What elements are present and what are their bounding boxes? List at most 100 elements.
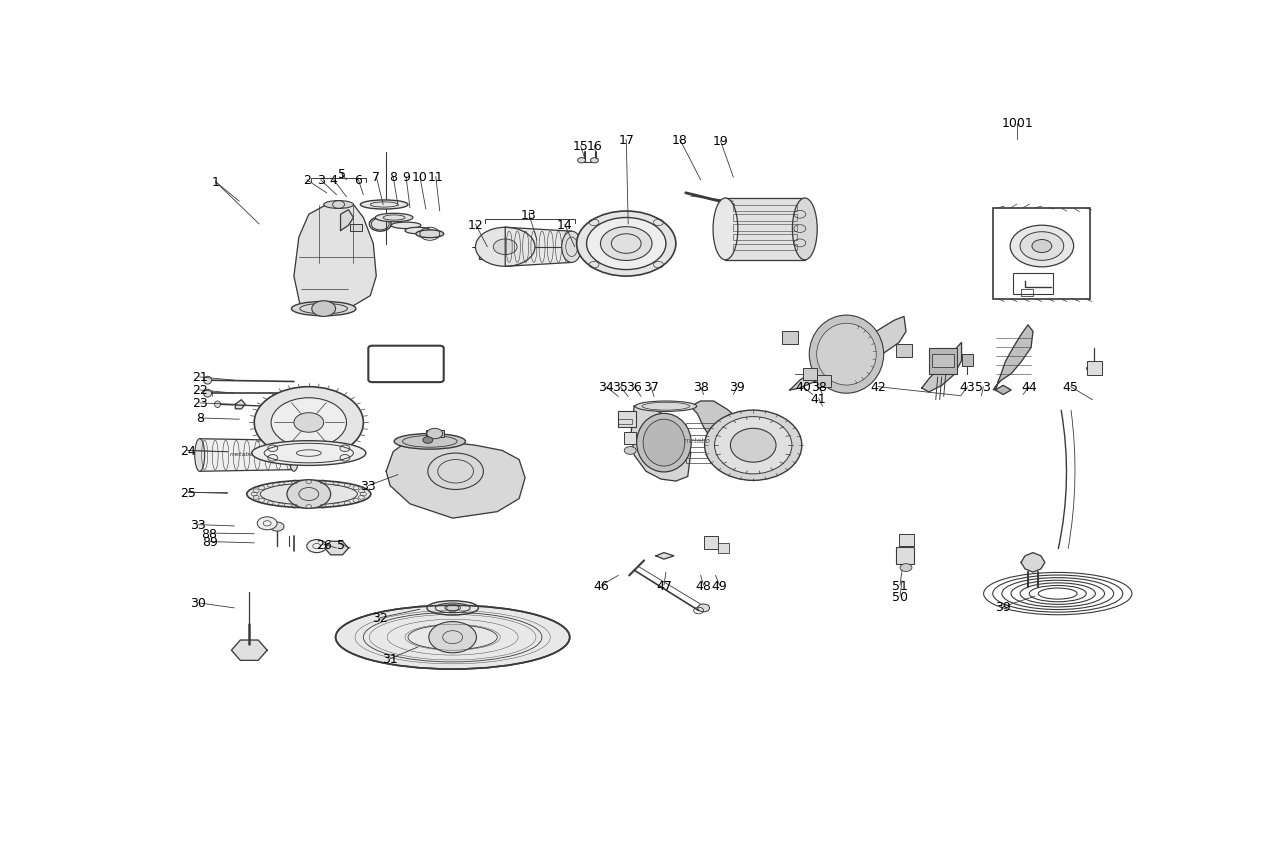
Ellipse shape <box>1087 365 1102 372</box>
Text: 21: 21 <box>192 371 207 384</box>
Polygon shape <box>993 326 1033 391</box>
Ellipse shape <box>600 227 652 261</box>
Text: 47: 47 <box>655 579 672 592</box>
Polygon shape <box>294 205 376 309</box>
Text: 42: 42 <box>870 381 886 393</box>
Bar <box>686 447 718 452</box>
Ellipse shape <box>426 601 479 615</box>
Ellipse shape <box>292 302 356 316</box>
Text: 11: 11 <box>428 170 444 184</box>
Text: 22: 22 <box>192 384 207 397</box>
Polygon shape <box>790 317 906 391</box>
Text: 3: 3 <box>316 174 325 187</box>
Ellipse shape <box>590 159 599 164</box>
Ellipse shape <box>577 159 585 164</box>
Polygon shape <box>387 441 525 518</box>
Polygon shape <box>340 210 353 231</box>
Bar <box>686 436 718 441</box>
Bar <box>625 433 636 445</box>
Text: 38: 38 <box>810 381 827 393</box>
Text: 34: 34 <box>599 381 614 393</box>
Bar <box>618 419 632 425</box>
Text: 46: 46 <box>594 579 609 592</box>
Polygon shape <box>241 651 259 661</box>
Bar <box>718 544 730 553</box>
Ellipse shape <box>817 324 877 386</box>
Ellipse shape <box>308 449 319 462</box>
Ellipse shape <box>731 429 776 463</box>
Circle shape <box>257 517 276 530</box>
Circle shape <box>270 522 284 532</box>
Circle shape <box>1032 241 1052 253</box>
Bar <box>426 430 444 438</box>
Ellipse shape <box>595 243 609 252</box>
Text: 35: 35 <box>612 381 628 393</box>
Ellipse shape <box>392 223 421 230</box>
Polygon shape <box>726 198 805 261</box>
Bar <box>961 354 974 366</box>
Polygon shape <box>200 439 294 472</box>
Polygon shape <box>506 228 572 267</box>
Text: 12: 12 <box>467 219 484 231</box>
Bar <box>480 241 520 260</box>
Circle shape <box>429 622 476 653</box>
Text: 37: 37 <box>643 381 659 393</box>
Polygon shape <box>691 402 753 475</box>
Circle shape <box>625 447 636 455</box>
Ellipse shape <box>370 218 392 232</box>
Bar <box>782 332 797 345</box>
Text: 36: 36 <box>626 381 643 393</box>
Polygon shape <box>232 651 250 661</box>
Bar <box>803 369 817 381</box>
Polygon shape <box>631 407 691 481</box>
Bar <box>351 225 362 231</box>
Circle shape <box>312 301 335 317</box>
Ellipse shape <box>215 402 220 408</box>
Text: 10: 10 <box>412 170 428 184</box>
Text: 17: 17 <box>618 134 634 147</box>
Ellipse shape <box>324 202 353 209</box>
Text: 1: 1 <box>211 176 219 189</box>
Ellipse shape <box>416 230 444 238</box>
Ellipse shape <box>335 606 570 669</box>
Text: 14: 14 <box>557 219 572 231</box>
Polygon shape <box>236 400 246 409</box>
Polygon shape <box>250 641 268 651</box>
Text: 24: 24 <box>180 445 196 457</box>
Circle shape <box>294 414 324 433</box>
Bar <box>932 354 954 368</box>
Text: 26: 26 <box>316 538 332 551</box>
Bar <box>618 411 636 428</box>
Ellipse shape <box>404 228 431 235</box>
Ellipse shape <box>576 212 676 277</box>
Bar <box>896 548 914 564</box>
Circle shape <box>900 564 911 571</box>
Bar <box>704 537 718 549</box>
Bar <box>733 235 797 241</box>
Polygon shape <box>996 386 1011 395</box>
Text: 44: 44 <box>1021 381 1037 393</box>
Polygon shape <box>922 343 961 392</box>
Polygon shape <box>232 641 268 661</box>
Text: 13: 13 <box>521 208 536 221</box>
Ellipse shape <box>294 446 308 465</box>
Text: 880: 880 <box>393 351 420 365</box>
Text: metabo: metabo <box>230 451 255 456</box>
Ellipse shape <box>636 414 691 473</box>
Circle shape <box>426 429 443 439</box>
Bar <box>733 244 797 251</box>
Bar <box>1021 289 1033 296</box>
Bar <box>993 208 1091 300</box>
Circle shape <box>698 604 709 612</box>
Text: 15: 15 <box>572 140 589 154</box>
Ellipse shape <box>704 411 801 481</box>
Text: 1001: 1001 <box>1001 116 1033 130</box>
Polygon shape <box>325 542 348 555</box>
Ellipse shape <box>204 390 211 398</box>
Ellipse shape <box>444 606 461 611</box>
Text: 19: 19 <box>713 135 728 148</box>
Bar <box>733 205 797 212</box>
Ellipse shape <box>635 402 696 412</box>
Ellipse shape <box>375 214 413 223</box>
Ellipse shape <box>252 441 366 466</box>
